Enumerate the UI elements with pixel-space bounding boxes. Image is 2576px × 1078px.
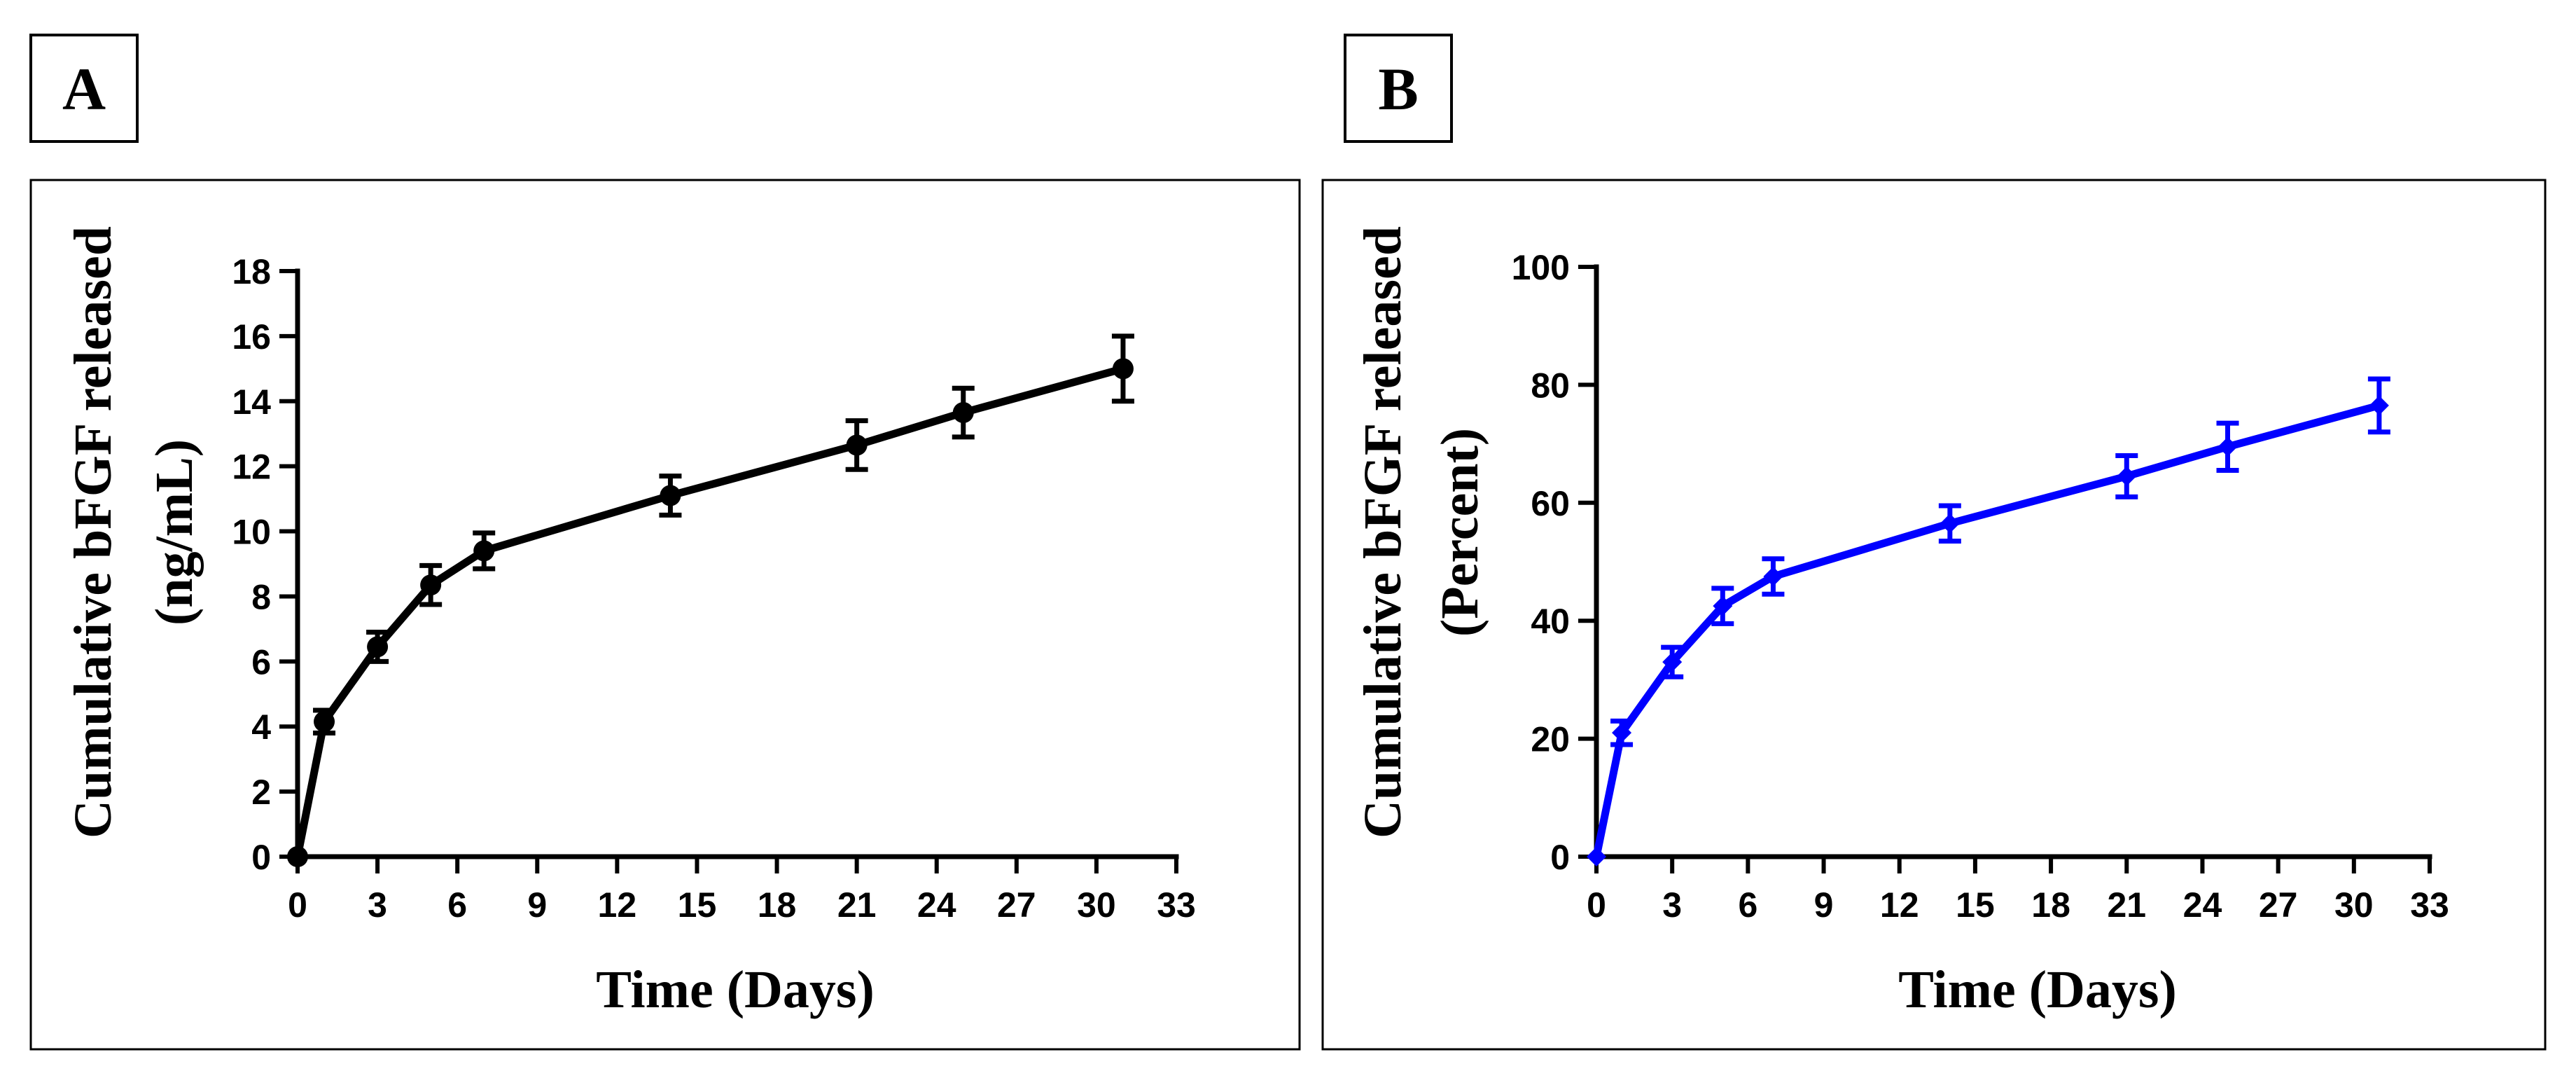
chart-b-x-tick-label: 9 [1814, 885, 1834, 925]
chart-b-ylabel-line2: (Percent) [1430, 428, 1489, 637]
chart-a-data-point [287, 846, 308, 867]
chart-a-data-point [367, 636, 389, 658]
chart-b-x-tick-label: 3 [1662, 885, 1682, 925]
chart-b-x-tick-label: 12 [1880, 885, 1919, 925]
panel-label-a-text: A [62, 55, 106, 123]
chart-b-x-tick-label: 6 [1738, 885, 1757, 925]
chart-b-x-tick-label: 18 [2031, 885, 2070, 925]
chart-a-y-tick-label: 0 [251, 838, 271, 877]
chart-a-data-point [1112, 358, 1134, 380]
panel-label-b-text: B [1378, 55, 1418, 123]
chart-a-y-tick-label: 4 [251, 707, 271, 747]
chart-a-data-point [660, 485, 681, 506]
chart-a-xlabel: Time (Days) [596, 960, 875, 1019]
chart-a-data-point [846, 434, 868, 456]
chart-b-data-point [1763, 567, 1783, 587]
chart-a-y-tick-label: 16 [232, 317, 271, 357]
chart-a-y-tick-label: 10 [232, 513, 271, 552]
chart-b-x-tick-label: 21 [2107, 885, 2146, 925]
chart-b-y-tick-label: 20 [1531, 720, 1570, 759]
chart-b-y-tick-label: 60 [1531, 484, 1570, 523]
chart-a-frame [29, 179, 1301, 1051]
chart-a-ylabel-line2: (ng/mL) [145, 439, 204, 626]
chart-b-xlabel: Time (Days) [1898, 960, 2177, 1019]
chart-a-x-tick-label: 33 [1157, 885, 1196, 925]
chart-a-x-tick-label: 15 [678, 885, 717, 925]
chart-a-x-tick-label: 21 [837, 885, 877, 925]
chart-b-data-point [1612, 723, 1632, 743]
chart-b-y-tick-label: 0 [1550, 838, 1570, 877]
chart-b-data-point [1662, 652, 1683, 672]
chart-a-y-tick-label: 14 [232, 382, 271, 422]
chart-a-x-tick-label: 24 [917, 885, 956, 925]
chart-b-data-point [2218, 436, 2238, 457]
chart-a-y-tick-label: 18 [232, 252, 271, 291]
chart-a-data-point [952, 402, 974, 424]
chart-a-x-tick-label: 9 [527, 885, 547, 925]
chart-a-x-tick-label: 6 [447, 885, 467, 925]
chart-b-x-tick-label: 27 [2259, 885, 2298, 925]
chart-a-x-tick-label: 30 [1077, 885, 1116, 925]
chart-b-ylabel-line1: Cumulative bFGF released [1353, 226, 1412, 838]
chart-a-data-point [420, 574, 442, 596]
chart-b-data-point [2117, 466, 2137, 486]
chart-a-x-tick-label: 27 [997, 885, 1036, 925]
panel-label-a: A [29, 34, 139, 143]
chart-a-y-tick-label: 12 [232, 448, 271, 487]
chart-a-y-tick-label: 2 [251, 773, 271, 812]
chart-a-x-tick-label: 12 [598, 885, 637, 925]
chart-b-data-point [1713, 596, 1733, 616]
chart-a-ylabel-line1: Cumulative bFGF released [64, 226, 123, 838]
chart-a-data-point [314, 711, 335, 733]
chart-a: Cumulative bFGF released (ng/mL) Time (D… [64, 226, 1196, 1019]
panel-label-b: B [1344, 34, 1453, 143]
chart-b-frame [1321, 179, 2547, 1051]
chart-b-y-tick-label: 40 [1531, 602, 1570, 641]
chart-a-x-tick-label: 18 [758, 885, 797, 925]
chart-b-x-tick-label: 30 [2334, 885, 2374, 925]
chart-b-x-tick-label: 15 [1956, 885, 1995, 925]
chart-b-x-tick-label: 0 [1587, 885, 1606, 925]
chart-b-x-tick-label: 33 [2410, 885, 2449, 925]
chart-a-x-tick-label: 3 [368, 885, 387, 925]
chart-a-series-line [293, 364, 1127, 861]
chart-b: Cumulative bFGF released (Percent) Time … [1353, 226, 2449, 1019]
chart-b-data-point [1940, 513, 1960, 534]
chart-a-y-tick-label: 6 [251, 642, 271, 682]
chart-a-x-tick-label: 0 [288, 885, 307, 925]
chart-b-series-line [1592, 401, 2383, 861]
chart-b-x-tick-label: 24 [2183, 885, 2222, 925]
chart-a-data-point [473, 540, 495, 562]
chart-b-data-point [1587, 847, 1606, 866]
chart-b-y-tick-label: 100 [1512, 248, 1570, 287]
chart-a-y-tick-label: 8 [251, 577, 271, 616]
chart-b-y-tick-label: 80 [1531, 366, 1570, 405]
chart-b-data-point [2369, 395, 2389, 415]
